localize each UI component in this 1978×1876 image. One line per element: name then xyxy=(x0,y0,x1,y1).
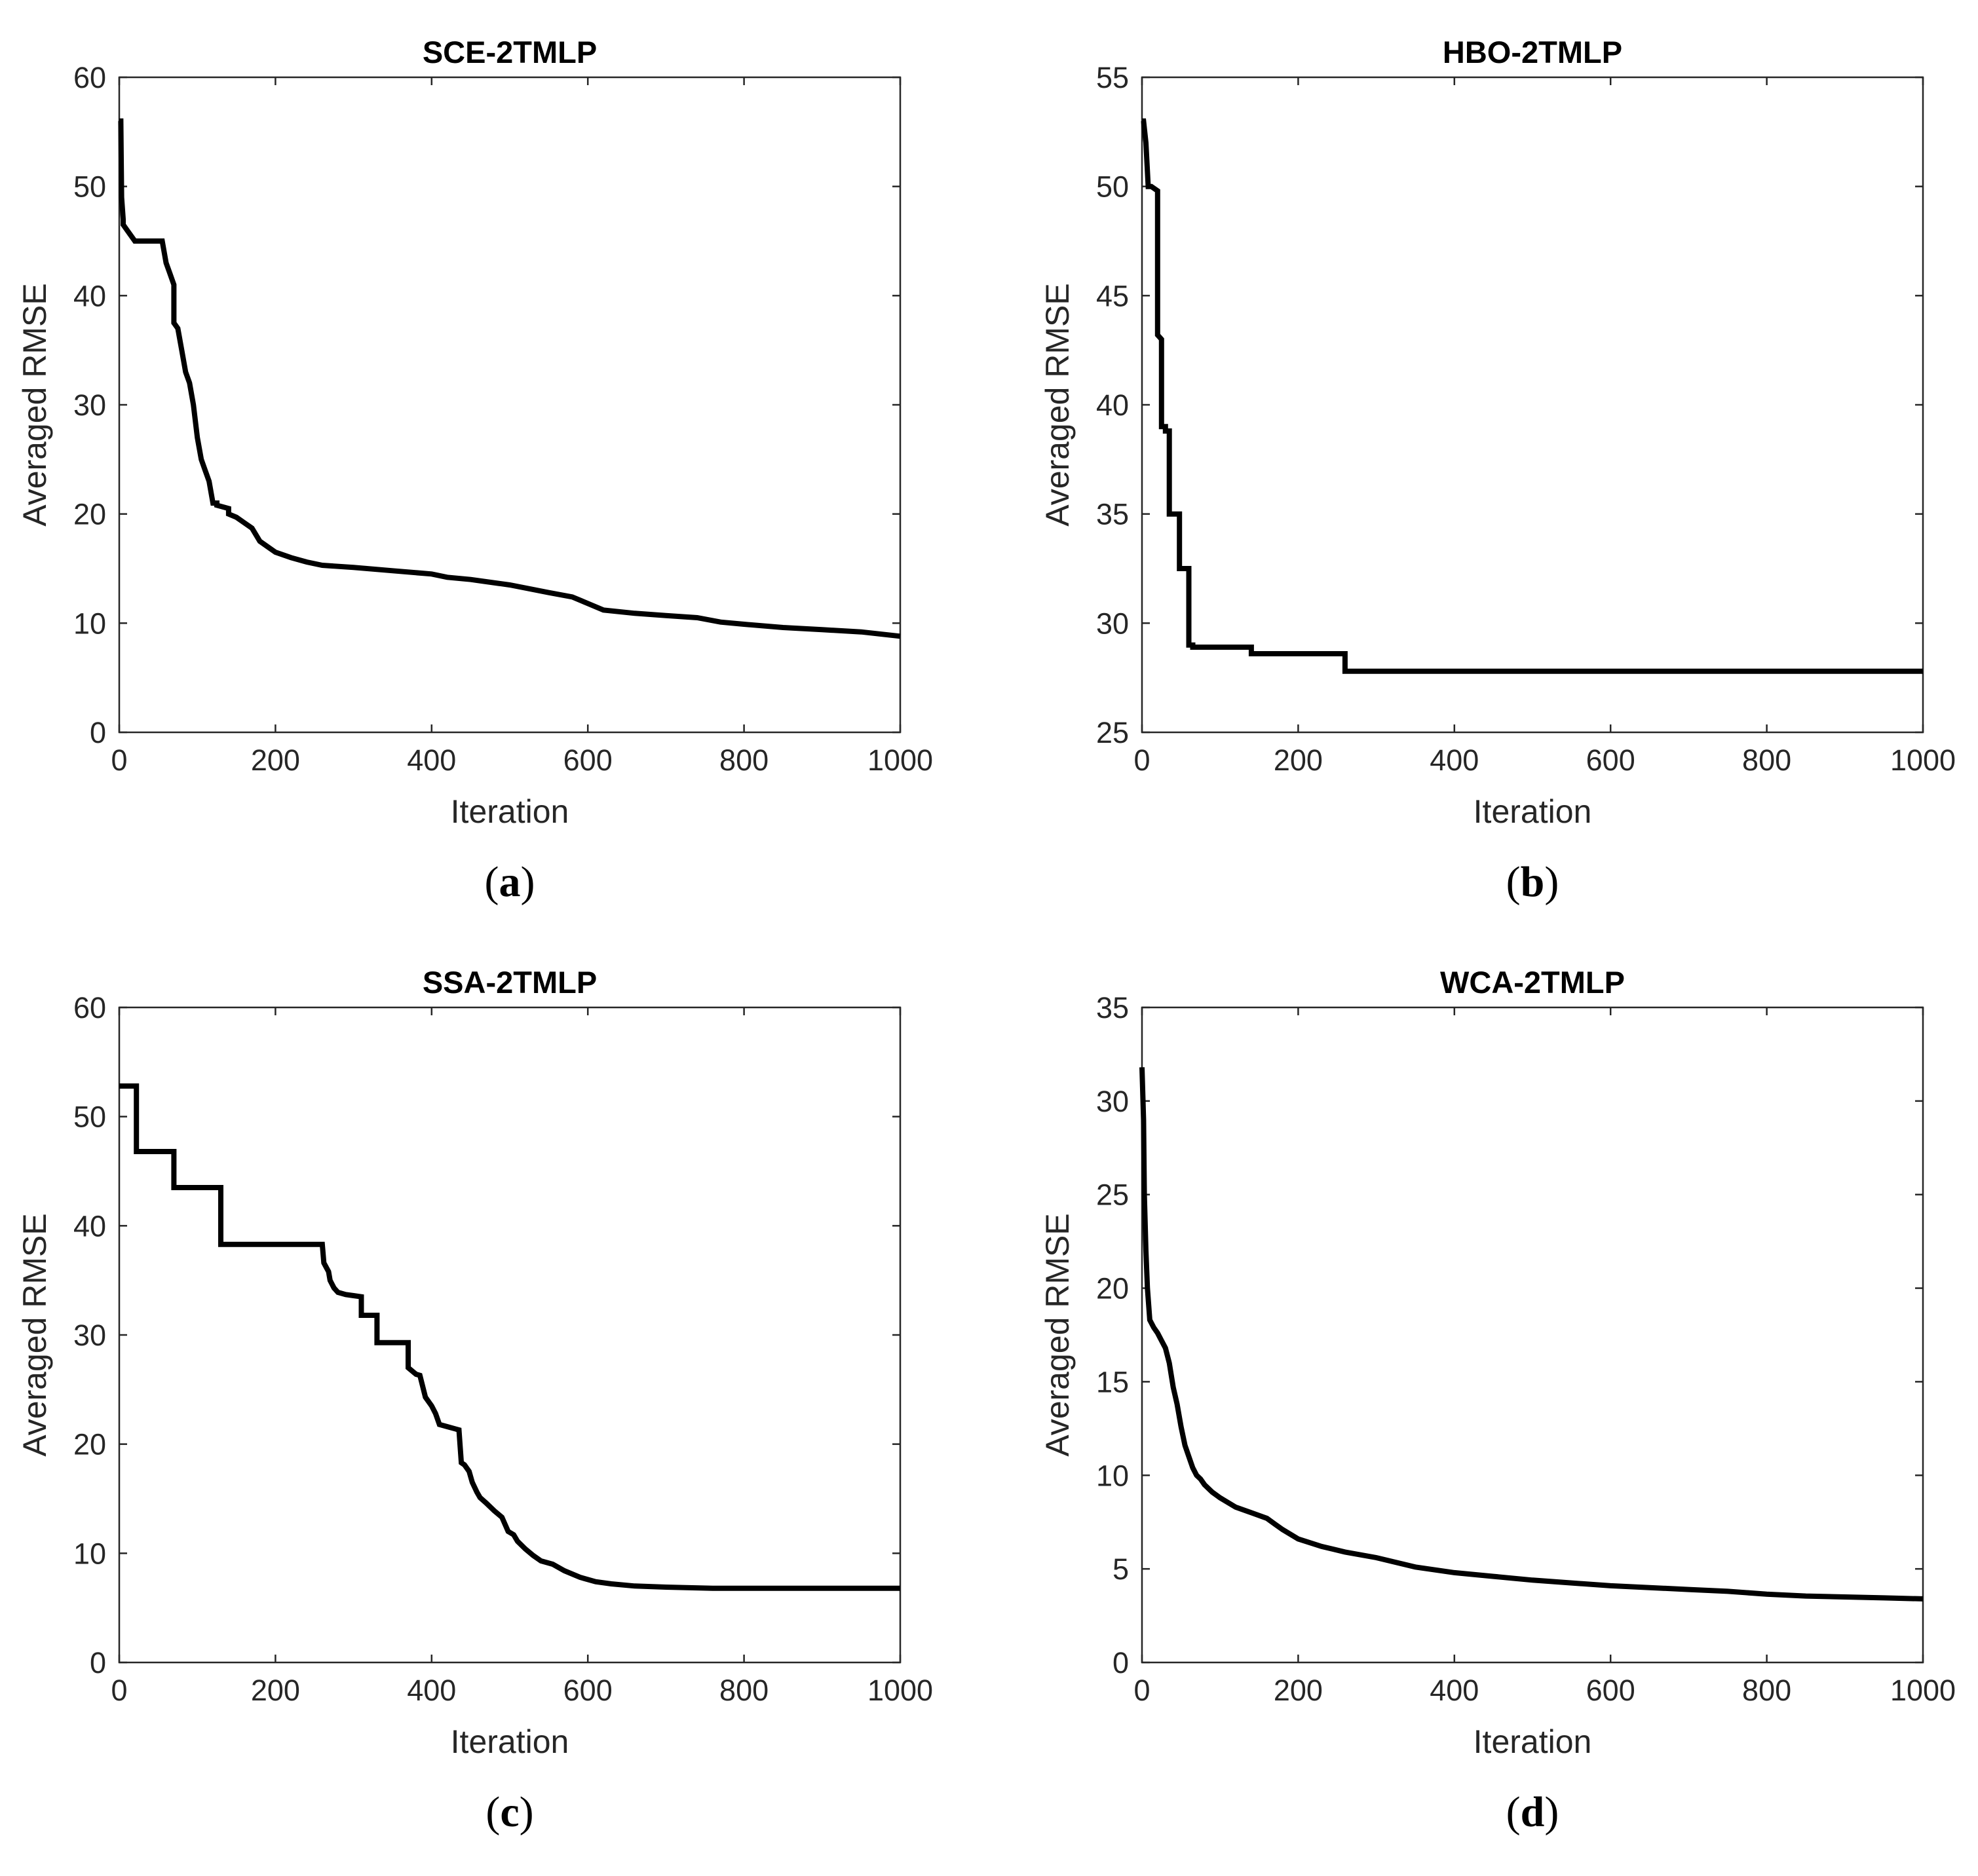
y-tick-label: 30 xyxy=(1096,1085,1129,1118)
x-tick-label: 400 xyxy=(407,1674,456,1707)
plot-area-b xyxy=(1141,76,1924,734)
y-tick-label: 40 xyxy=(1096,388,1129,422)
y-tick-label: 0 xyxy=(1113,1646,1129,1679)
x-tick-label: 1000 xyxy=(867,743,933,777)
x-tick-label: 200 xyxy=(1274,743,1323,777)
x-tick-label: 0 xyxy=(111,1674,127,1707)
x-tick-label: 0 xyxy=(1133,1674,1150,1707)
x-axis-label-a: Iteration xyxy=(451,793,569,830)
y-tick-label: 25 xyxy=(1096,716,1129,749)
y-tick-label: 25 xyxy=(1096,1178,1129,1212)
x-tick-label: 800 xyxy=(1742,1674,1791,1707)
x-tick-label: 400 xyxy=(1430,743,1479,777)
y-tick-label: 40 xyxy=(73,1209,106,1243)
y-tick-label: 0 xyxy=(90,716,106,749)
plot-area-c xyxy=(118,1006,902,1664)
y-tick-label: 60 xyxy=(73,991,106,1024)
y-axis-label-d: Averaged RMSE xyxy=(1039,1213,1076,1456)
panel-caption-b: (b) xyxy=(1506,858,1559,906)
plot-area-d xyxy=(1141,1006,1924,1664)
x-tick-label: 0 xyxy=(1133,743,1150,777)
x-tick-label: 200 xyxy=(251,1674,300,1707)
x-tick-label: 600 xyxy=(563,743,613,777)
x-tick-label: 600 xyxy=(1586,743,1635,777)
y-tick-label: 40 xyxy=(73,279,106,312)
x-tick-label: 1000 xyxy=(1890,743,1956,777)
y-tick-label: 55 xyxy=(1096,61,1129,94)
series-line-c xyxy=(119,1083,900,1591)
chart-title-a: SCE-2TMLP xyxy=(423,35,597,69)
series-line-d xyxy=(1139,1067,1924,1602)
y-axis-label-b: Averaged RMSE xyxy=(1039,283,1076,526)
chart-panel-c: 0 200 400 600 800 1000 0 10 20 30 40 50 60 SSA-2TMLP I… xyxy=(16,965,933,1836)
y-tick-label: 20 xyxy=(73,498,106,531)
y-tick-label: 10 xyxy=(1096,1459,1129,1492)
y-tick-label: 30 xyxy=(73,388,106,422)
x-tick-label: 800 xyxy=(719,743,769,777)
x-tick-label: 400 xyxy=(1430,1674,1479,1707)
chart-panel-d: 0 200 400 600 800 1000 0 5 10 15 20 25 30 35 WCA-2TMLP… xyxy=(1039,965,1956,1836)
series-line-b xyxy=(1141,118,1923,674)
chart-title-b: HBO-2TMLP xyxy=(1443,35,1622,69)
y-tick-label: 50 xyxy=(73,170,106,204)
chart-title-c: SSA-2TMLP xyxy=(423,965,597,1000)
y-tick-label: 50 xyxy=(73,1100,106,1134)
y-tick-label: 30 xyxy=(73,1319,106,1352)
y-tick-label: 35 xyxy=(1096,991,1129,1024)
x-tick-label: 1000 xyxy=(867,1674,933,1707)
y-tick-label: 10 xyxy=(73,607,106,640)
x-tick-label: 400 xyxy=(407,743,456,777)
y-tick-label: 30 xyxy=(1096,607,1129,640)
x-tick-label: 600 xyxy=(1586,1674,1635,1707)
x-tick-label: 0 xyxy=(111,743,127,777)
y-tick-label: 0 xyxy=(90,1646,106,1679)
x-axis-label-c: Iteration xyxy=(451,1723,569,1760)
y-axis-label-c: Averaged RMSE xyxy=(16,1213,53,1456)
y-tick-label: 10 xyxy=(73,1537,106,1570)
plot-area-a xyxy=(118,76,902,734)
x-tick-label: 800 xyxy=(1742,743,1791,777)
x-tick-label: 200 xyxy=(1274,1674,1323,1707)
panel-caption-c: (c) xyxy=(485,1788,533,1836)
series-line-a xyxy=(118,118,901,639)
y-tick-label: 20 xyxy=(1096,1272,1129,1305)
y-tick-label: 45 xyxy=(1096,279,1129,312)
y-tick-label: 35 xyxy=(1096,498,1129,531)
x-tick-label: 600 xyxy=(563,1674,613,1707)
y-tick-label: 50 xyxy=(1096,170,1129,204)
y-tick-label: 60 xyxy=(73,61,106,94)
y-tick-label: 20 xyxy=(73,1428,106,1461)
y-tick-label: 5 xyxy=(1113,1552,1129,1586)
chart-panel-b: 0 200 400 600 800 1000 25 30 35 40 45 50 55 HBO-2TMLP… xyxy=(1039,35,1956,906)
panel-caption-d: (d) xyxy=(1506,1788,1559,1836)
x-tick-label: 1000 xyxy=(1890,1674,1956,1707)
y-tick-label: 15 xyxy=(1096,1365,1129,1398)
x-axis-label-b: Iteration xyxy=(1474,793,1592,830)
y-axis-label-a: Averaged RMSE xyxy=(16,283,53,526)
chart-title-d: WCA-2TMLP xyxy=(1440,965,1625,1000)
x-axis-label-d: Iteration xyxy=(1474,1723,1592,1760)
chart-panel-a: 0 200 400 600 800 1000 0 10 20 30 40 50 60 SCE-2TMLP I… xyxy=(16,35,933,906)
x-tick-label: 800 xyxy=(719,1674,769,1707)
panel-caption-a: (a) xyxy=(485,858,535,906)
x-tick-label: 200 xyxy=(251,743,300,777)
